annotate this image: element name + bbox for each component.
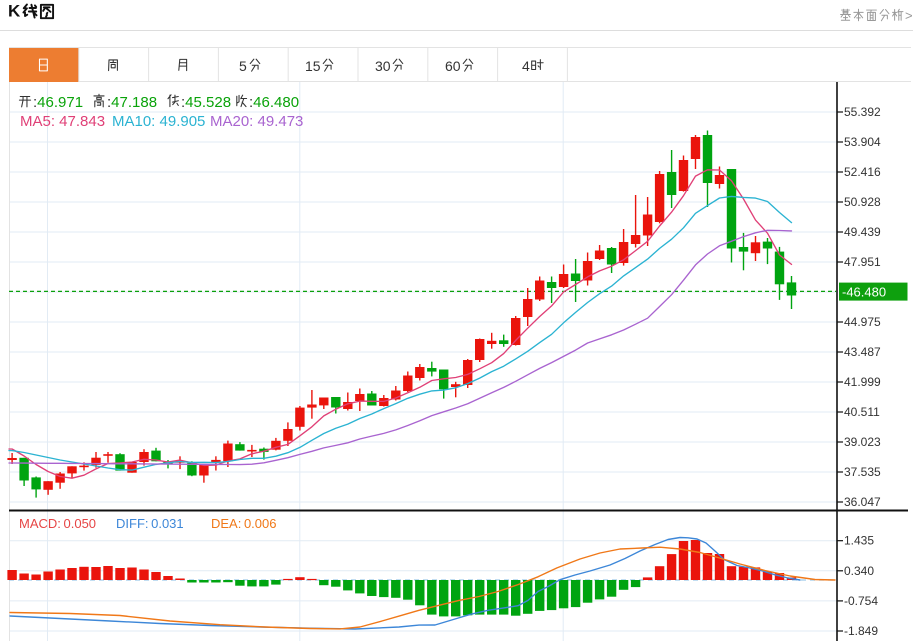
svg-text:49.439: 49.439 xyxy=(844,225,881,239)
svg-text:36.047: 36.047 xyxy=(844,495,881,509)
svg-text:-46.480: -46.480 xyxy=(842,285,886,300)
svg-text:K: K xyxy=(8,2,21,21)
svg-text:15: 15 xyxy=(305,58,321,74)
svg-text:-0.754: -0.754 xyxy=(844,594,878,608)
svg-text:-1.849: -1.849 xyxy=(844,624,878,638)
svg-text::46.971: :46.971 xyxy=(33,94,83,111)
svg-text:0.340: 0.340 xyxy=(844,564,874,578)
svg-text:43.487: 43.487 xyxy=(844,345,881,359)
svg-text:30: 30 xyxy=(375,58,391,74)
svg-text:52.416: 52.416 xyxy=(844,165,881,179)
svg-text:53.904: 53.904 xyxy=(844,135,881,149)
svg-text:47.951: 47.951 xyxy=(844,255,881,269)
svg-text:41.999: 41.999 xyxy=(844,375,881,389)
svg-text:4: 4 xyxy=(522,58,530,74)
svg-text:44.975: 44.975 xyxy=(844,315,881,329)
svg-text:60: 60 xyxy=(445,58,461,74)
svg-text:50.928: 50.928 xyxy=(844,195,881,209)
svg-text::47.188: :47.188 xyxy=(107,94,157,111)
svg-text:39.023: 39.023 xyxy=(844,435,881,449)
svg-text::45.528: :45.528 xyxy=(181,94,231,111)
svg-text:37.535: 37.535 xyxy=(844,465,881,479)
svg-text::46.480: :46.480 xyxy=(249,94,299,111)
svg-text:>: > xyxy=(905,8,913,23)
svg-text:5: 5 xyxy=(239,58,247,74)
svg-text:40.511: 40.511 xyxy=(844,405,880,419)
svg-text:55.392: 55.392 xyxy=(844,105,881,119)
svg-text:1.435: 1.435 xyxy=(844,534,874,548)
